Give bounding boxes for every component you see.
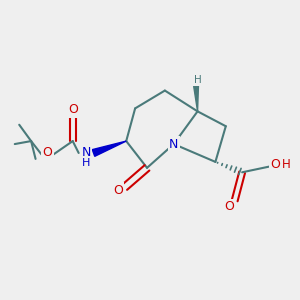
Text: O: O xyxy=(113,184,123,196)
Text: O: O xyxy=(270,158,280,171)
Text: N: N xyxy=(81,146,91,160)
Text: H: H xyxy=(82,158,90,168)
Text: N: N xyxy=(169,138,178,151)
Text: O: O xyxy=(43,146,52,160)
Polygon shape xyxy=(194,86,198,111)
Text: O: O xyxy=(68,103,78,116)
Text: H: H xyxy=(194,75,201,85)
Text: O: O xyxy=(224,200,234,213)
Text: H: H xyxy=(282,158,291,171)
Polygon shape xyxy=(92,141,126,156)
